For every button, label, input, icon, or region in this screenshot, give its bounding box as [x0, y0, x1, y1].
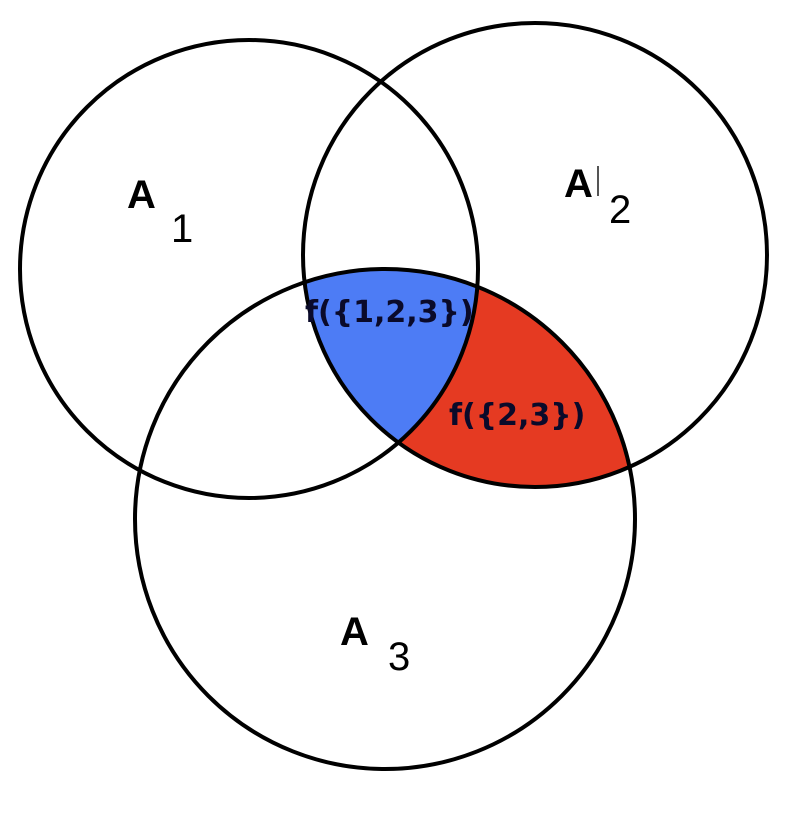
set-a1-subscript: 1: [171, 207, 193, 251]
set-a2-circle: [301, 21, 769, 489]
set-a2-subscript: 2: [609, 188, 631, 232]
set-a1-circle: [18, 38, 480, 500]
region-pair-23-label: f({2,3}): [449, 398, 585, 433]
set-a3-circle: [133, 267, 637, 771]
set-a3-subscript: 3: [388, 635, 410, 679]
region-triple-label: f({1,2,3}): [305, 295, 474, 330]
set-a3-letter: A: [340, 610, 369, 654]
set-a2-letter: A: [564, 162, 593, 206]
set-a1-letter: A: [127, 173, 156, 217]
